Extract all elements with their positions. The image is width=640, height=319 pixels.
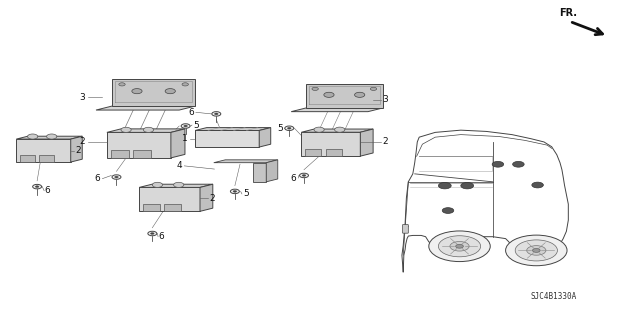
Polygon shape <box>17 139 71 162</box>
Text: 6: 6 <box>95 174 100 183</box>
Polygon shape <box>360 129 373 156</box>
Text: 4: 4 <box>177 161 182 170</box>
Polygon shape <box>301 132 360 156</box>
Circle shape <box>532 249 540 252</box>
Circle shape <box>513 161 524 167</box>
Polygon shape <box>164 204 181 211</box>
Circle shape <box>438 182 451 189</box>
Text: 1: 1 <box>182 134 188 143</box>
Text: FR.: FR. <box>559 8 577 18</box>
Polygon shape <box>112 79 195 106</box>
Polygon shape <box>326 149 342 156</box>
Text: 2: 2 <box>76 146 81 155</box>
Circle shape <box>442 208 454 213</box>
Circle shape <box>355 92 365 97</box>
Polygon shape <box>305 149 321 156</box>
Polygon shape <box>171 129 185 158</box>
Circle shape <box>335 127 345 132</box>
Polygon shape <box>195 130 259 147</box>
Text: 5: 5 <box>278 124 284 133</box>
Polygon shape <box>195 128 271 130</box>
Text: SJC4B1330A: SJC4B1330A <box>531 293 577 301</box>
Polygon shape <box>96 106 195 110</box>
Circle shape <box>28 134 38 139</box>
Text: 6: 6 <box>45 186 51 195</box>
Circle shape <box>132 89 142 94</box>
Text: 6: 6 <box>188 108 194 117</box>
Polygon shape <box>214 160 278 163</box>
Circle shape <box>450 241 469 251</box>
Circle shape <box>492 161 504 167</box>
Circle shape <box>324 92 334 97</box>
Circle shape <box>181 124 190 128</box>
Polygon shape <box>20 155 35 162</box>
Circle shape <box>302 174 306 176</box>
Circle shape <box>532 182 543 188</box>
Text: 2: 2 <box>79 137 85 146</box>
Circle shape <box>121 127 131 132</box>
Circle shape <box>515 240 557 261</box>
Polygon shape <box>306 84 383 108</box>
Circle shape <box>233 190 237 192</box>
Text: 3: 3 <box>79 93 85 102</box>
Circle shape <box>285 126 294 130</box>
Circle shape <box>300 173 308 178</box>
Polygon shape <box>200 184 212 211</box>
FancyBboxPatch shape <box>403 225 408 233</box>
Text: 2: 2 <box>382 137 388 146</box>
Circle shape <box>165 89 175 94</box>
Text: 5: 5 <box>243 189 249 198</box>
Circle shape <box>143 127 154 132</box>
Polygon shape <box>143 204 160 211</box>
Polygon shape <box>301 129 373 132</box>
Circle shape <box>150 233 154 234</box>
Circle shape <box>429 231 490 262</box>
Polygon shape <box>38 155 54 162</box>
Polygon shape <box>107 129 185 132</box>
Circle shape <box>119 83 125 86</box>
Circle shape <box>506 235 567 266</box>
Polygon shape <box>17 136 83 139</box>
Polygon shape <box>140 184 212 188</box>
Circle shape <box>212 112 221 116</box>
Circle shape <box>35 186 39 188</box>
Circle shape <box>182 83 188 86</box>
Circle shape <box>173 182 184 188</box>
Polygon shape <box>140 188 200 211</box>
Circle shape <box>461 182 474 189</box>
Polygon shape <box>253 163 266 182</box>
Polygon shape <box>133 150 151 158</box>
Circle shape <box>47 134 57 139</box>
Circle shape <box>527 246 546 255</box>
Circle shape <box>148 231 157 236</box>
Text: 2: 2 <box>209 194 215 203</box>
Circle shape <box>230 189 239 194</box>
Circle shape <box>314 127 324 132</box>
Circle shape <box>33 184 42 189</box>
Polygon shape <box>71 136 83 162</box>
Polygon shape <box>266 160 278 182</box>
Circle shape <box>184 125 188 127</box>
Polygon shape <box>107 132 171 158</box>
Polygon shape <box>111 150 129 158</box>
Circle shape <box>152 182 163 188</box>
Circle shape <box>371 87 377 91</box>
Text: 6: 6 <box>291 174 296 182</box>
Circle shape <box>112 175 121 179</box>
Text: 6: 6 <box>159 232 164 241</box>
Polygon shape <box>259 128 271 147</box>
Circle shape <box>438 236 481 257</box>
Circle shape <box>214 113 218 115</box>
Text: 5: 5 <box>193 121 199 130</box>
Circle shape <box>115 176 118 178</box>
Circle shape <box>312 87 318 91</box>
Polygon shape <box>291 108 383 112</box>
Circle shape <box>287 127 291 129</box>
Text: 3: 3 <box>382 95 388 104</box>
Circle shape <box>456 244 463 248</box>
